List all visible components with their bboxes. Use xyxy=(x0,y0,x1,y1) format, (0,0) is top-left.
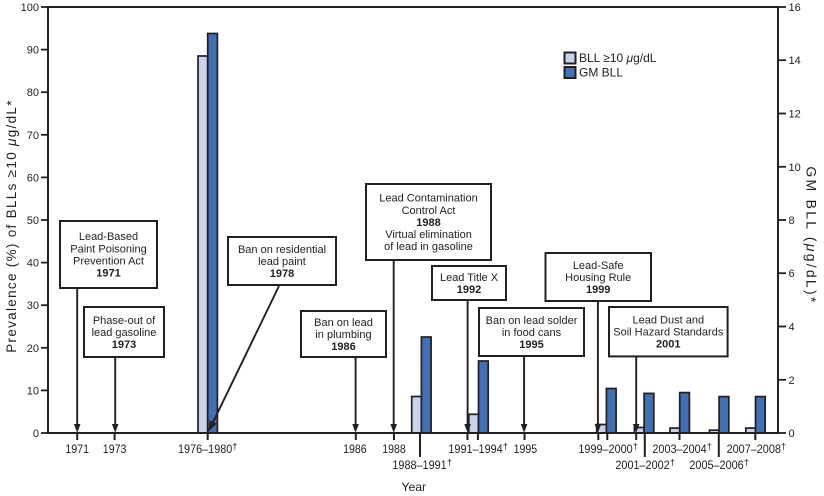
svg-text:0: 0 xyxy=(33,428,39,440)
svg-text:10: 10 xyxy=(27,385,39,397)
svg-text:2001–2002†: 2001–2002† xyxy=(615,458,675,473)
svg-text:2: 2 xyxy=(789,375,795,387)
svg-text:20: 20 xyxy=(27,343,39,355)
svg-text:0: 0 xyxy=(789,428,795,440)
svg-text:90: 90 xyxy=(27,45,39,57)
svg-text:30: 30 xyxy=(27,300,39,312)
svg-text:100: 100 xyxy=(21,2,39,14)
svg-text:1995: 1995 xyxy=(514,442,538,456)
svg-text:1999–2000†: 1999–2000† xyxy=(578,442,638,457)
svg-text:12: 12 xyxy=(789,109,801,121)
svg-text:80: 80 xyxy=(27,87,39,99)
svg-text:8: 8 xyxy=(789,215,795,227)
svg-text:60: 60 xyxy=(27,172,39,184)
svg-text:GM BLL (μg/dL)*: GM BLL (μg/dL)* xyxy=(804,166,820,304)
svg-text:Prevalence (%) of BLLs ≥10 μg/: Prevalence (%) of BLLs ≥10 μg/dL* xyxy=(4,99,19,353)
svg-text:40: 40 xyxy=(27,258,39,270)
svg-text:2007–2008†: 2007–2008† xyxy=(727,442,787,457)
svg-text:2003–2004†: 2003–2004† xyxy=(652,442,712,457)
svg-text:1976–1980†: 1976–1980† xyxy=(178,442,238,457)
svg-text:10: 10 xyxy=(789,162,801,174)
svg-text:4: 4 xyxy=(789,322,795,334)
svg-text:2005–2006†: 2005–2006† xyxy=(689,458,749,473)
svg-text:16: 16 xyxy=(789,2,801,14)
svg-text:1986: 1986 xyxy=(343,442,367,456)
svg-text:1971: 1971 xyxy=(65,442,89,456)
svg-text:70: 70 xyxy=(27,130,39,142)
svg-text:GM BLL: GM BLL xyxy=(579,66,623,80)
svg-text:50: 50 xyxy=(27,215,39,227)
svg-text:1988: 1988 xyxy=(382,442,406,456)
svg-text:1991–1994†: 1991–1994† xyxy=(448,442,508,457)
svg-text:6: 6 xyxy=(789,268,795,280)
svg-text:14: 14 xyxy=(789,55,801,67)
svg-text:BLL ≥10 μg/dL: BLL ≥10 μg/dL xyxy=(579,51,657,65)
svg-text:1973: 1973 xyxy=(103,442,127,456)
svg-text:1988–1991†: 1988–1991† xyxy=(392,458,452,473)
svg-text:Year: Year xyxy=(401,480,426,494)
